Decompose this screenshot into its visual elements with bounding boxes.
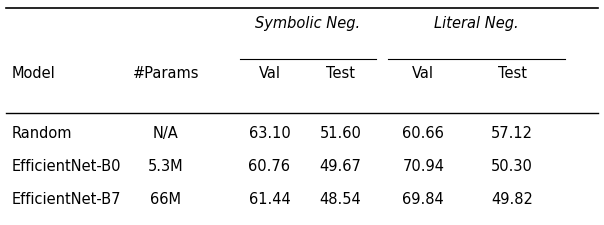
Text: Literal Neg.: Literal Neg. [434,16,519,30]
Text: Symbolic Neg.: Symbolic Neg. [255,16,361,30]
Text: ViT-B/16: ViT-B/16 [12,224,71,225]
Text: N/A: N/A [153,126,179,141]
Text: 86M: 86M [150,224,181,225]
Text: Test: Test [326,66,355,81]
Text: Test: Test [498,66,527,81]
Text: 70.94: 70.94 [402,158,445,173]
Text: Model: Model [12,66,56,81]
Text: Val: Val [259,66,280,81]
Text: 60.66: 60.66 [402,126,445,141]
Text: 69.31: 69.31 [246,224,292,225]
Text: EfficientNet-B7: EfficientNet-B7 [12,191,121,206]
Text: 49.82: 49.82 [491,191,533,206]
Text: 81.24: 81.24 [489,224,535,225]
Text: EfficientNet-B0: EfficientNet-B0 [12,158,121,173]
Text: 63.10: 63.10 [249,126,291,141]
Text: 5.3M: 5.3M [148,158,184,173]
Text: Val: Val [413,66,434,81]
Text: #Params: #Params [133,66,199,81]
Text: 69.84: 69.84 [402,191,444,206]
Text: 49.67: 49.67 [320,158,361,173]
Text: Random: Random [12,126,72,141]
Text: 84.04: 84.04 [400,224,446,225]
Text: 66.98: 66.98 [317,224,364,225]
Text: 60.76: 60.76 [248,158,291,173]
Text: 66M: 66M [150,191,181,206]
Text: 57.12: 57.12 [491,126,533,141]
Text: 50.30: 50.30 [491,158,533,173]
Text: 51.60: 51.60 [320,126,361,141]
Text: 61.44: 61.44 [249,191,291,206]
Text: 48.54: 48.54 [320,191,361,206]
